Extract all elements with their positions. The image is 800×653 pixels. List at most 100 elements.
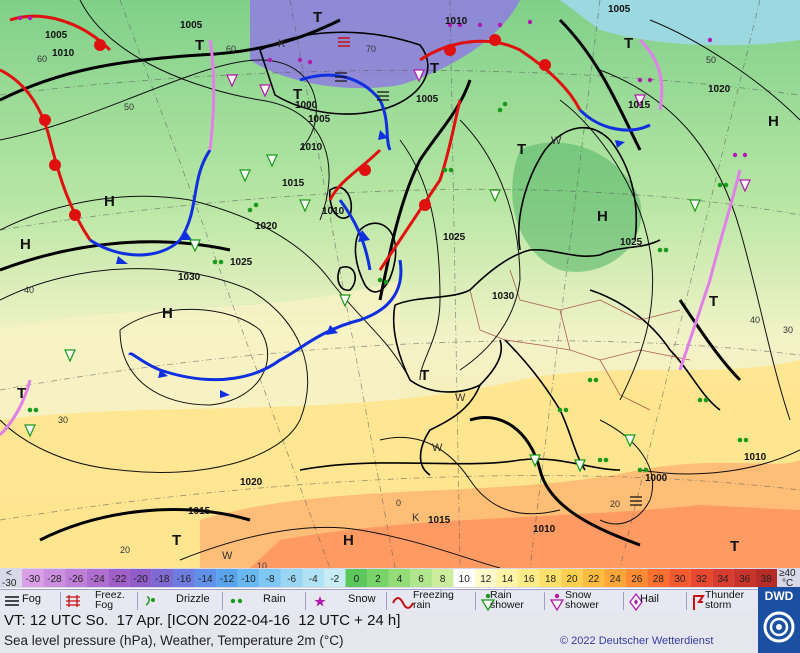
colorbar-swatch bbox=[302, 569, 324, 587]
colorbar-tick-label: -8 bbox=[266, 574, 275, 585]
cold-front-uk bbox=[338, 199, 372, 271]
colorbar-swatch bbox=[431, 569, 454, 587]
colorbar-min-value: -30 bbox=[2, 578, 17, 588]
chart-subtitle: Sea level pressure (hPa), Weather, Tempe… bbox=[4, 633, 344, 648]
legend-freezing-rain: Freezing rain bbox=[387, 590, 475, 612]
colorbar-swatch bbox=[453, 569, 475, 587]
colorbar-swatch bbox=[604, 569, 626, 587]
thunderstorm-icon bbox=[693, 595, 705, 610]
latitude-labels: 60 50 40 30 20 10 0 50 60 70 40 20 30 bbox=[24, 44, 793, 568]
pressure-label: 1005 bbox=[180, 20, 203, 31]
colorbar-tick-label: -6 bbox=[287, 574, 296, 585]
colorbar-tick-label: -4 bbox=[309, 574, 318, 585]
warm-air-marker: W bbox=[551, 135, 562, 147]
low-center: T bbox=[172, 532, 181, 549]
pressure-label: 1005 bbox=[308, 114, 331, 125]
pressure-label: 1020 bbox=[708, 84, 731, 95]
pressure-label: 1000 bbox=[295, 100, 318, 111]
low-center: T bbox=[17, 385, 26, 402]
low-center: T bbox=[430, 60, 439, 77]
pressure-label: 1000 bbox=[645, 473, 668, 484]
occlusion-west bbox=[208, 39, 216, 151]
cold-air-marker: K bbox=[412, 512, 420, 524]
low-center: T bbox=[730, 538, 739, 555]
low-center: T bbox=[624, 35, 633, 52]
colorbar-swatch bbox=[626, 569, 648, 587]
dwd-logo-text: DWD bbox=[764, 589, 794, 603]
colorbar-swatch bbox=[22, 569, 44, 587]
colorbar-tick-label: -18 bbox=[155, 574, 170, 585]
legend-freezing-fog: Freez. Fog bbox=[61, 590, 137, 612]
occlusion-barents bbox=[638, 38, 664, 111]
pressure-centers: H H H H H H T T T T T T T T T T T K K W … bbox=[17, 9, 779, 562]
low-center: T bbox=[195, 37, 204, 54]
temperature-zone-greenland bbox=[250, 0, 520, 89]
cold-air-marker: K bbox=[278, 38, 286, 50]
colorbar-unit: °C bbox=[782, 578, 793, 588]
colorbar-tick-label: -26 bbox=[69, 574, 84, 585]
freezing-rain-icon bbox=[392, 597, 414, 609]
high-center: H bbox=[343, 532, 354, 549]
colorbar-swatch bbox=[65, 569, 87, 587]
front-markers bbox=[39, 34, 625, 398]
latitude-label: 60 bbox=[37, 54, 47, 64]
colorbar-min-symbol: < bbox=[6, 568, 12, 579]
colorbar-swatch bbox=[216, 569, 238, 587]
colorbar-swatch bbox=[669, 569, 691, 587]
colorbar-tick-label: 28 bbox=[653, 574, 665, 585]
temperature-zone-arctic bbox=[560, 0, 800, 46]
colorbar-tick-label: -2 bbox=[330, 574, 339, 585]
colorbar-tick-label: -12 bbox=[220, 574, 235, 585]
high-center: H bbox=[162, 305, 173, 322]
legend-thunderstorm-label: Thunder storm bbox=[705, 589, 745, 611]
pressure-label: 1015 bbox=[282, 178, 305, 189]
low-center: T bbox=[293, 86, 302, 103]
dwd-logo: DWD bbox=[758, 587, 800, 653]
pressure-label: 1020 bbox=[255, 221, 278, 232]
colorbar-swatch bbox=[410, 569, 432, 587]
pressure-label: 1010 bbox=[52, 48, 75, 59]
temperature-colorbar: -30 -28 -26 -24 -22 -20 -18 -16 -14 -12 -10 -8 -6 -4-… bbox=[0, 568, 800, 588]
colorbar-tick-label: 18 bbox=[545, 574, 557, 585]
pressure-label: 1005 bbox=[608, 4, 631, 15]
pressure-label: 1025 bbox=[620, 237, 643, 248]
pressure-label: 1005 bbox=[45, 30, 68, 41]
warm-front-north-sea bbox=[378, 99, 462, 271]
hail-icon bbox=[629, 593, 643, 611]
colorbar-tick-label: -16 bbox=[177, 574, 192, 585]
copyright-text: © 2022 Deutscher Wetterdienst bbox=[560, 635, 714, 647]
colorbar-tick-label: 2 bbox=[375, 574, 381, 585]
colorbar-swatch bbox=[129, 569, 152, 587]
pressure-label: 1010 bbox=[300, 142, 323, 153]
snow-icon bbox=[314, 596, 326, 607]
colorbar-swatch bbox=[561, 569, 583, 587]
pressure-label: 1010 bbox=[744, 452, 767, 463]
latitude-label: 70 bbox=[366, 44, 376, 54]
high-center: H bbox=[597, 208, 608, 225]
colorbar-tick-label: -14 bbox=[198, 574, 213, 585]
legend-rain-shower: Rain shower bbox=[476, 590, 544, 612]
legend-snow-label: Snow bbox=[348, 593, 376, 605]
legend-thunderstorm: Thunder storm bbox=[687, 590, 757, 612]
colorbar-swatch bbox=[475, 569, 497, 587]
pressure-label: 1025 bbox=[230, 257, 253, 268]
colorbar-tick-label: 0 bbox=[354, 574, 360, 585]
pressure-label: 1015 bbox=[188, 506, 211, 517]
pressure-label: 1030 bbox=[492, 291, 515, 302]
high-center: H bbox=[104, 193, 115, 210]
warm-air-marker: W bbox=[222, 550, 233, 562]
colorbar-tick-label: 32 bbox=[696, 574, 708, 585]
temperature-zone-scandinavia bbox=[512, 142, 642, 272]
legend-fog-label: Fog bbox=[22, 593, 41, 605]
colorbar-swatch bbox=[194, 569, 217, 587]
colorbar-tick-label: -20 bbox=[133, 574, 148, 585]
colorbar-tick-label: 8 bbox=[440, 574, 446, 585]
pressure-label: 1010 bbox=[533, 524, 556, 535]
legend-rain-label: Rain bbox=[263, 593, 286, 605]
colorbar-swatch bbox=[324, 569, 346, 587]
high-center: H bbox=[20, 236, 31, 253]
colorbar-swatch bbox=[108, 569, 130, 587]
colorbar-tick-label: 6 bbox=[418, 574, 424, 585]
colorbar-tick-label: -22 bbox=[112, 574, 127, 585]
colorbar-swatch bbox=[280, 569, 303, 587]
